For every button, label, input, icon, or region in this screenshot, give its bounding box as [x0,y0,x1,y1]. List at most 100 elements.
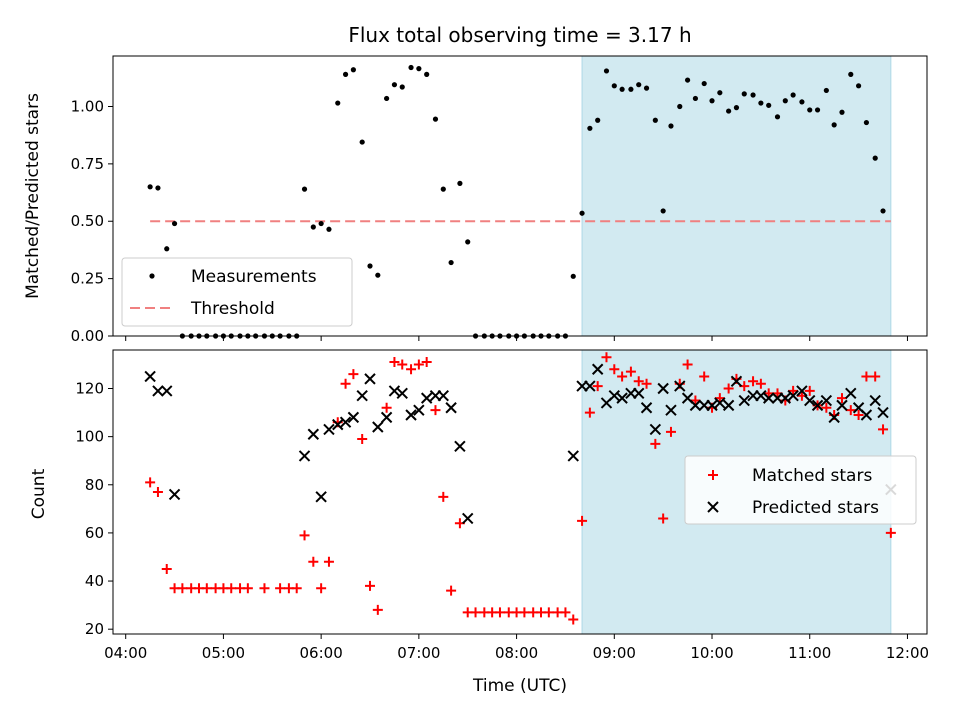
predicted-star-point [298,450,311,462]
predicted-star-point [339,416,352,428]
predicted-star-point [372,421,384,433]
predicted-star-point [616,392,628,404]
measurement-point [570,273,576,279]
measurement-point [880,208,886,214]
matched-star-point [763,388,774,399]
predicted-star-point [649,423,662,436]
x-tick-label: 06:00 [300,644,343,662]
top-y-tick-label: 1.00 [71,97,104,115]
predicted-star-point [706,399,718,412]
matched-star-point [308,556,319,567]
matched-star-point [748,376,759,387]
matched-star-point [601,352,612,363]
measurement-point [872,155,878,161]
x-tick-label: 08:00 [495,644,538,662]
matched-star-point [421,357,432,368]
matched-star-point [348,369,359,380]
bottom-panel: 20 40 60 80 100 120 04:00 05:00 06:00 07:00 08:00 0… [75,349,929,662]
predicted-star-point [730,375,743,387]
matched-star-point [641,378,652,389]
predicted-star-point [860,409,873,421]
matched-star-point [381,402,392,413]
matched-star-point [152,487,163,497]
legend-matched-label: Matched stars [752,466,872,486]
predicted-star-point [828,411,840,424]
matched-star-point [494,607,505,618]
matched-star-point [633,376,644,387]
predicted-star-point [820,394,833,407]
measurement-point [603,68,610,74]
matched-star-point [723,383,734,394]
predicted-star-point [608,390,621,402]
measurement-point [701,80,707,87]
top-panel: 0.00 0.25 0.50 0.75 1.00 Measurements Threshol… [71,55,928,345]
predicted-star-point [364,373,376,385]
measurement-point [342,71,349,77]
top-y-tick-label: 0.50 [71,212,104,230]
measurement-point [741,91,747,97]
matched-star-point [226,583,237,594]
matched-star-point [519,607,530,618]
measurement-point [164,246,170,252]
matched-star-point [470,607,481,618]
predicted-star-point [787,390,799,402]
matched-star-point [406,364,417,375]
matched-star-point [592,381,603,392]
bottom-y-tick-label: 20 [85,620,104,638]
matched-star-point [365,580,376,591]
measurement-point [391,82,398,88]
predicted-star-point [315,491,327,503]
matched-star-point [682,359,693,370]
predicted-star-point [168,488,181,501]
measurement-point [823,87,829,94]
matched-star-point [259,583,270,594]
measurement-point [660,208,666,214]
matched-star-point [446,585,457,596]
predicted-star-point [657,382,669,395]
predicted-star-point [762,392,775,404]
matched-star-point [299,530,310,541]
predicted-star-point [869,394,881,407]
predicted-star-point [152,385,164,397]
matched-star-point [650,438,661,449]
legend-threshold-label: Threshold [190,299,275,319]
predicted-star-point [714,397,726,409]
measurement-point [628,86,634,92]
predicted-star-point [779,392,792,404]
bottom-y-tick-label: 100 [75,428,104,446]
measurement-point [326,226,332,232]
measurement-point [595,117,601,123]
measurement-point [301,186,308,192]
matched-star-point [397,359,408,370]
predicted-star-point [633,387,645,400]
measurement-point [839,109,845,115]
measurement-point [619,86,625,92]
matched-star-point [357,434,368,445]
predicted-star-point [144,370,156,383]
top-y-axis-label: Matched/Predicted stars [23,93,43,299]
predicted-star-point [584,380,596,392]
measurement-point [636,82,642,88]
measurement-point [799,99,805,105]
matched-star-point [836,393,847,404]
measurement-point [457,180,463,186]
matched-star-point [885,527,896,538]
bottom-legend-box [684,455,917,525]
measurement-point [384,95,390,102]
legend-measurements-label: Measurements [191,267,317,287]
measurement-point [587,125,593,131]
measurement-point [863,119,870,126]
predicted-star-point [755,390,767,402]
matched-star-point [853,409,864,420]
matched-star-point [577,515,588,526]
measurement-point [448,259,454,266]
predicted-star-point [640,402,653,414]
predicted-star-point [665,404,677,416]
predicted-star-point [567,450,579,462]
matched-star-point [714,393,725,404]
measurement-point [814,107,821,113]
matched-star-point [878,424,889,435]
measurement-point [440,186,446,192]
measurement-point [408,64,414,71]
predicted-star-point [413,404,425,416]
